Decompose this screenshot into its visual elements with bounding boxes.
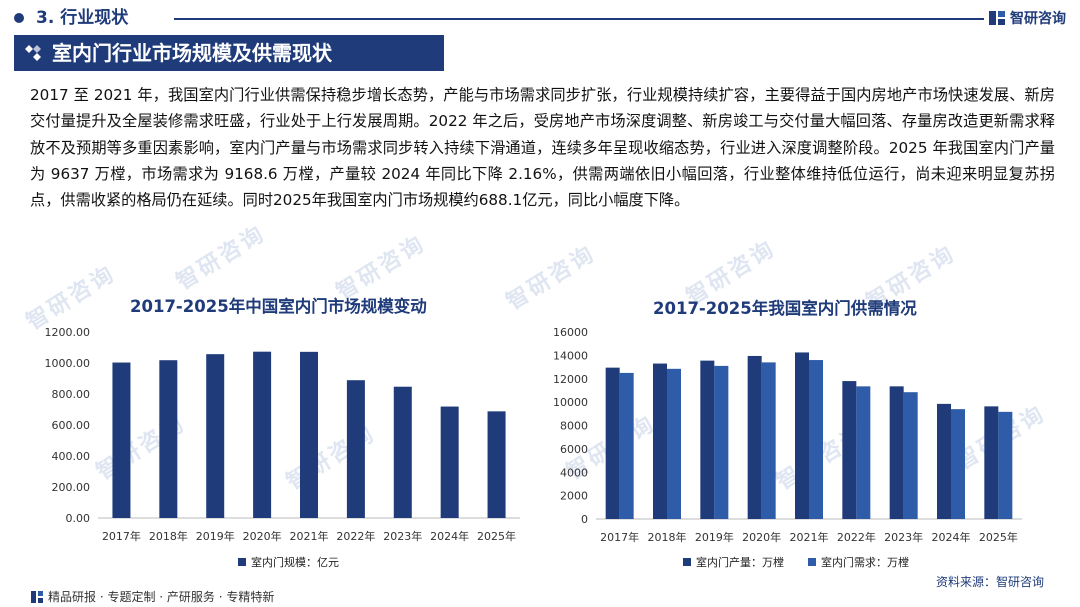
bar-series1-4 bbox=[300, 351, 318, 518]
y-tick-label: 14000 bbox=[553, 349, 588, 362]
intro-paragraph: 2017 至 2021 年，我国室内门行业供需保持稳步增长态势，产能与市场需求同… bbox=[30, 86, 1055, 210]
x-tick-label: 2024年 bbox=[430, 529, 469, 543]
legend-label: 室内门规模：亿元 bbox=[251, 555, 339, 569]
bar-series1-8 bbox=[984, 406, 999, 519]
y-tick-label: 8000 bbox=[560, 420, 588, 433]
x-tick-label: 2025年 bbox=[477, 529, 516, 543]
x-tick-label: 2019年 bbox=[695, 530, 734, 544]
bar-series1-4 bbox=[795, 352, 809, 519]
legend-swatch bbox=[683, 558, 691, 566]
x-tick-label: 2021年 bbox=[290, 529, 329, 543]
x-tick-label: 2025年 bbox=[979, 530, 1018, 544]
bar-series1-6 bbox=[393, 386, 412, 518]
x-tick-label: 2019年 bbox=[196, 529, 235, 543]
bar-series2-0 bbox=[619, 372, 634, 519]
legend-label: 室内门需求：万樘 bbox=[821, 555, 909, 569]
x-tick-label: 2017年 bbox=[600, 530, 639, 544]
legend-swatch bbox=[238, 558, 246, 566]
y-tick-label: 800.00 bbox=[52, 388, 91, 401]
x-tick-label: 2020年 bbox=[742, 530, 781, 544]
footer-tagline-text: 精品研报 · 专题定制 · 产研服务 · 专精特新 bbox=[48, 590, 275, 604]
bar-series1-1 bbox=[653, 363, 667, 519]
bar-series2-4 bbox=[809, 360, 823, 519]
bar-series2-2 bbox=[714, 365, 729, 519]
x-tick-label: 2020年 bbox=[243, 529, 282, 543]
bar-series1-7 bbox=[937, 403, 951, 519]
x-tick-label: 2023年 bbox=[383, 529, 422, 543]
x-tick-label: 2023年 bbox=[884, 530, 923, 544]
bar-series1-6 bbox=[889, 386, 904, 519]
y-tick-label: 600.00 bbox=[52, 419, 91, 432]
bar-series1-0 bbox=[605, 367, 620, 519]
bar-series1-3 bbox=[253, 351, 272, 518]
x-tick-label: 2017年 bbox=[102, 529, 141, 543]
bar-series1-5 bbox=[346, 380, 365, 518]
brand-logo: 智研咨询 bbox=[988, 8, 1066, 28]
bar-series2-3 bbox=[761, 362, 776, 519]
x-tick-label: 2021年 bbox=[790, 530, 829, 544]
chart-title-supply-demand: 2017-2025年我国室内门供需情况 bbox=[653, 299, 917, 318]
bar-series1-1 bbox=[159, 360, 178, 518]
bar-series1-7 bbox=[440, 406, 459, 518]
y-tick-label: 200.00 bbox=[52, 481, 91, 494]
y-tick-label: 4000 bbox=[560, 466, 588, 479]
bar-series2-5 bbox=[856, 386, 871, 519]
zhiyan-logo-icon bbox=[31, 590, 43, 603]
brand-name: 智研咨询 bbox=[1010, 11, 1066, 27]
y-tick-label: 16000 bbox=[553, 326, 588, 339]
bar-series2-6 bbox=[903, 392, 918, 519]
source-note: 资料来源：智研咨询 bbox=[935, 575, 1044, 589]
page-title: 室内门行业市场规模及供需现状 bbox=[52, 41, 332, 65]
y-tick-label: 400.00 bbox=[52, 450, 91, 463]
y-tick-label: 6000 bbox=[560, 443, 588, 456]
title-banner: 室内门行业市场规模及供需现状 bbox=[14, 35, 444, 71]
x-tick-label: 2024年 bbox=[932, 530, 971, 544]
footer-tagline: 精品研报 · 专题定制 · 产研服务 · 专精特新 bbox=[30, 588, 274, 605]
legend-label: 室内门产量：万樘 bbox=[696, 555, 784, 569]
section-bullet-icon bbox=[14, 13, 24, 23]
bar-series2-7 bbox=[951, 409, 965, 519]
bar-series2-8 bbox=[998, 411, 1013, 519]
legend-swatch bbox=[808, 558, 816, 566]
bar-series2-1 bbox=[667, 368, 681, 519]
x-tick-label: 2022年 bbox=[837, 530, 876, 544]
y-tick-label: 0.00 bbox=[66, 512, 91, 525]
section-label: 3. 行业现状 bbox=[36, 8, 129, 28]
bar-series1-3 bbox=[747, 355, 762, 519]
zhiyan-logo-icon bbox=[989, 11, 1005, 25]
section-divider bbox=[174, 18, 984, 20]
y-tick-label: 1000.00 bbox=[45, 357, 91, 370]
bar-series1-0 bbox=[112, 362, 131, 518]
bar-series1-2 bbox=[700, 360, 715, 519]
diamond-icon bbox=[25, 45, 41, 61]
y-tick-label: 10000 bbox=[553, 396, 588, 409]
y-tick-label: 0 bbox=[581, 513, 588, 526]
section-header: 3. 行业现状 智研咨询 bbox=[14, 6, 1074, 30]
y-tick-label: 1200.00 bbox=[45, 326, 91, 339]
x-tick-label: 2018年 bbox=[648, 530, 687, 544]
y-tick-label: 2000 bbox=[560, 490, 588, 503]
bar-series1-2 bbox=[206, 354, 225, 518]
bar-series1-8 bbox=[487, 411, 506, 518]
chart-title-market-size: 2017-2025年中国室内门市场规模变动 bbox=[130, 297, 427, 316]
y-tick-label: 12000 bbox=[553, 373, 588, 386]
x-tick-label: 2018年 bbox=[149, 529, 188, 543]
bar-series1-5 bbox=[842, 381, 857, 519]
x-tick-label: 2022年 bbox=[336, 529, 375, 543]
